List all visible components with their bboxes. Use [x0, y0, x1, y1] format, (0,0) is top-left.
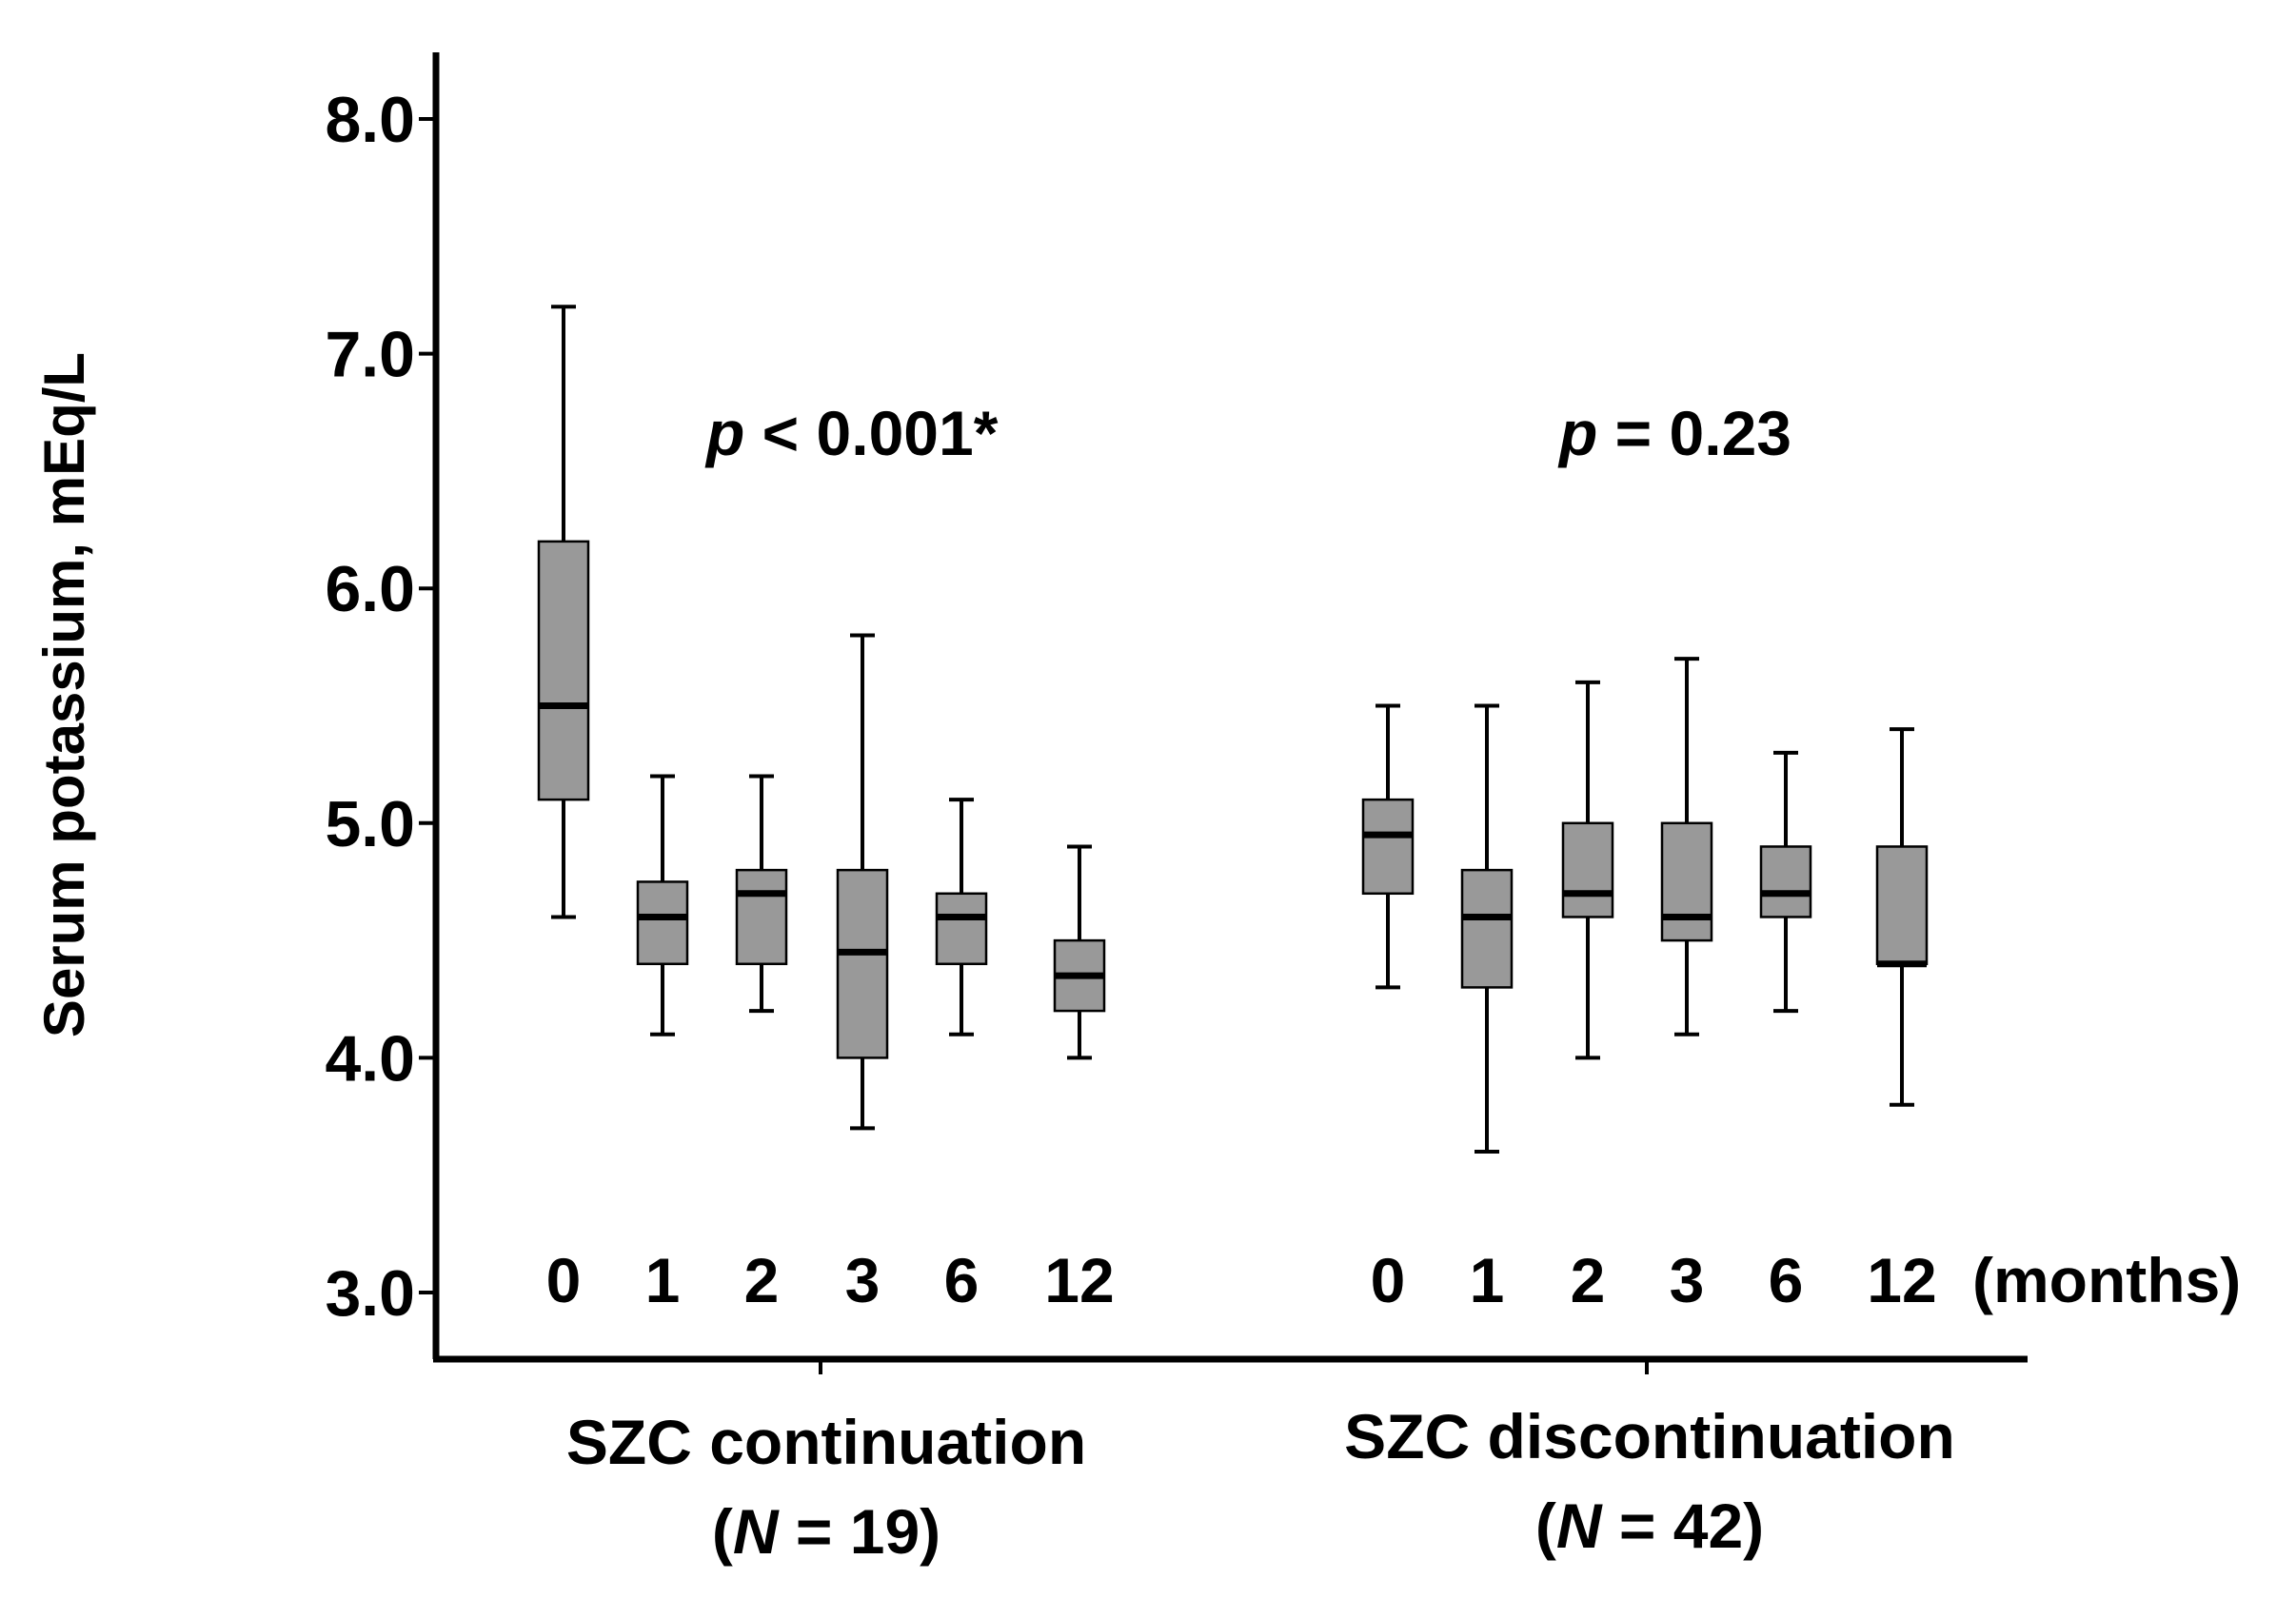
box-szc-continuation-0 — [537, 305, 590, 919]
month-label: 1 — [1470, 1245, 1505, 1315]
month-label: 12 — [1867, 1245, 1936, 1315]
month-label: 12 — [1044, 1245, 1114, 1315]
time-unit-label: (months) — [1972, 1245, 2241, 1315]
iqr-box — [636, 880, 689, 966]
month-label: 2 — [1571, 1245, 1606, 1315]
y-tick-label: 5.0 — [325, 788, 415, 860]
iqr-box — [1660, 821, 1713, 942]
iqr-box — [1460, 868, 1514, 989]
labels: 3.0 4.0 5.0 6.0 7.0 8.0 Serum potassium, mEq/L… — [32, 84, 2241, 1567]
month-label: 0 — [546, 1245, 582, 1315]
y-tick-label: 4.0 — [325, 1022, 415, 1095]
group-n-label: (N = 42) — [1535, 1490, 1764, 1561]
box-szc-discontinuation-3 — [1660, 657, 1713, 1036]
axes — [419, 52, 2028, 1374]
iqr-box — [1361, 798, 1415, 896]
box-szc-continuation-2 — [735, 774, 788, 1014]
group-name-label: SZC discontinuation — [1344, 1401, 1955, 1471]
iqr-box — [537, 540, 590, 801]
month-label: 6 — [944, 1245, 980, 1315]
month-label: 3 — [1670, 1245, 1705, 1315]
p-value-label: p = 0.23 — [1557, 398, 1791, 468]
box-szc-continuation-1 — [636, 774, 689, 1036]
iqr-box — [1759, 845, 1812, 918]
y-tick-label: 6.0 — [325, 553, 415, 625]
box-szc-discontinuation-2 — [1561, 680, 1614, 1060]
box-szc-discontinuation-6 — [1759, 750, 1812, 1014]
iqr-box — [1875, 845, 1929, 966]
box-szc-discontinuation-0 — [1361, 703, 1415, 990]
month-label: 6 — [1769, 1245, 1804, 1315]
y-tick-label: 8.0 — [325, 84, 415, 156]
group-n-label: (N = 19) — [712, 1496, 940, 1567]
y-tick-label: 7.0 — [325, 319, 415, 391]
box-szc-continuation-3 — [836, 633, 889, 1131]
iqr-box — [935, 892, 988, 966]
month-label: 2 — [744, 1245, 780, 1315]
p-value-label: p < 0.001* — [704, 398, 999, 468]
y-tick-label: 3.0 — [325, 1257, 415, 1330]
box-szc-continuation-12 — [1053, 844, 1106, 1060]
month-label: 1 — [645, 1245, 681, 1315]
iqr-box — [735, 868, 788, 966]
iqr-box — [836, 868, 889, 1059]
box-szc-discontinuation-1 — [1460, 703, 1514, 1155]
month-label: 0 — [1371, 1245, 1406, 1315]
month-label: 3 — [845, 1245, 881, 1315]
plot-area — [537, 305, 1929, 1155]
iqr-box — [1561, 821, 1614, 918]
box-szc-continuation-6 — [935, 798, 988, 1036]
group-name-label: SZC continuation — [566, 1407, 1086, 1477]
y-axis-label: Serum potassium, mEq/L — [32, 352, 96, 1037]
box-szc-discontinuation-12 — [1875, 727, 1929, 1107]
